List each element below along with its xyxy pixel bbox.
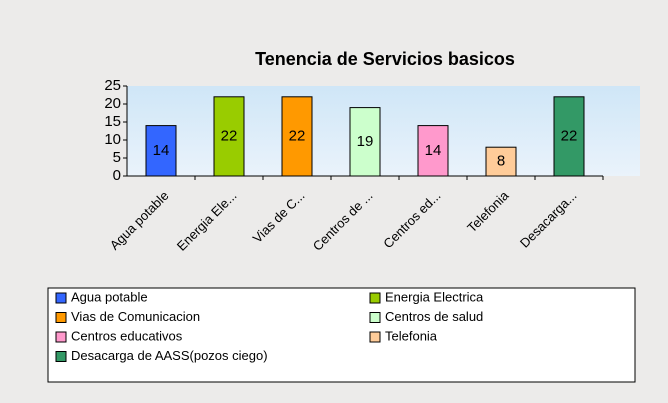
y-tick-label: 10 <box>104 131 121 148</box>
data-label: 22 <box>289 127 306 144</box>
legend-label: Energia Electrica <box>385 289 484 304</box>
data-label: 8 <box>497 153 505 170</box>
legend-swatch <box>369 331 381 343</box>
legend-label: Agua potable <box>71 289 148 304</box>
legend-swatch <box>55 331 67 343</box>
data-label: 22 <box>561 127 578 144</box>
legend-label: Centros de salud <box>385 309 483 324</box>
legend-label: Desacarga de AASS(pozos ciego) <box>71 348 268 363</box>
bar <box>485 146 517 177</box>
data-label: 14 <box>425 142 442 159</box>
legend-swatch <box>369 312 381 323</box>
legend-label: Centros educativos <box>71 328 183 343</box>
bar <box>213 96 245 177</box>
legend-swatch <box>55 292 67 304</box>
data-label: 22 <box>221 127 238 144</box>
legend <box>47 287 636 383</box>
y-tick-label: 25 <box>104 77 121 94</box>
chart-title: Tenencia de Servicios basicos <box>255 49 515 69</box>
legend-label: Vias de Comunicacion <box>71 309 200 324</box>
data-label: 14 <box>153 142 170 159</box>
legend-swatch <box>369 292 381 304</box>
bar <box>145 125 177 177</box>
legend-swatch <box>55 312 67 323</box>
y-tick-label: 15 <box>104 113 121 130</box>
y-tick-label: 5 <box>113 149 121 166</box>
y-tick-label: 0 <box>113 167 121 184</box>
bar <box>553 96 585 177</box>
legend-swatch <box>55 351 67 362</box>
bar <box>349 107 381 177</box>
legend-label: Telefonia <box>385 328 438 343</box>
bar <box>281 96 313 177</box>
y-tick-label: 20 <box>104 95 121 112</box>
data-label: 19 <box>357 133 374 150</box>
bar <box>417 125 449 177</box>
